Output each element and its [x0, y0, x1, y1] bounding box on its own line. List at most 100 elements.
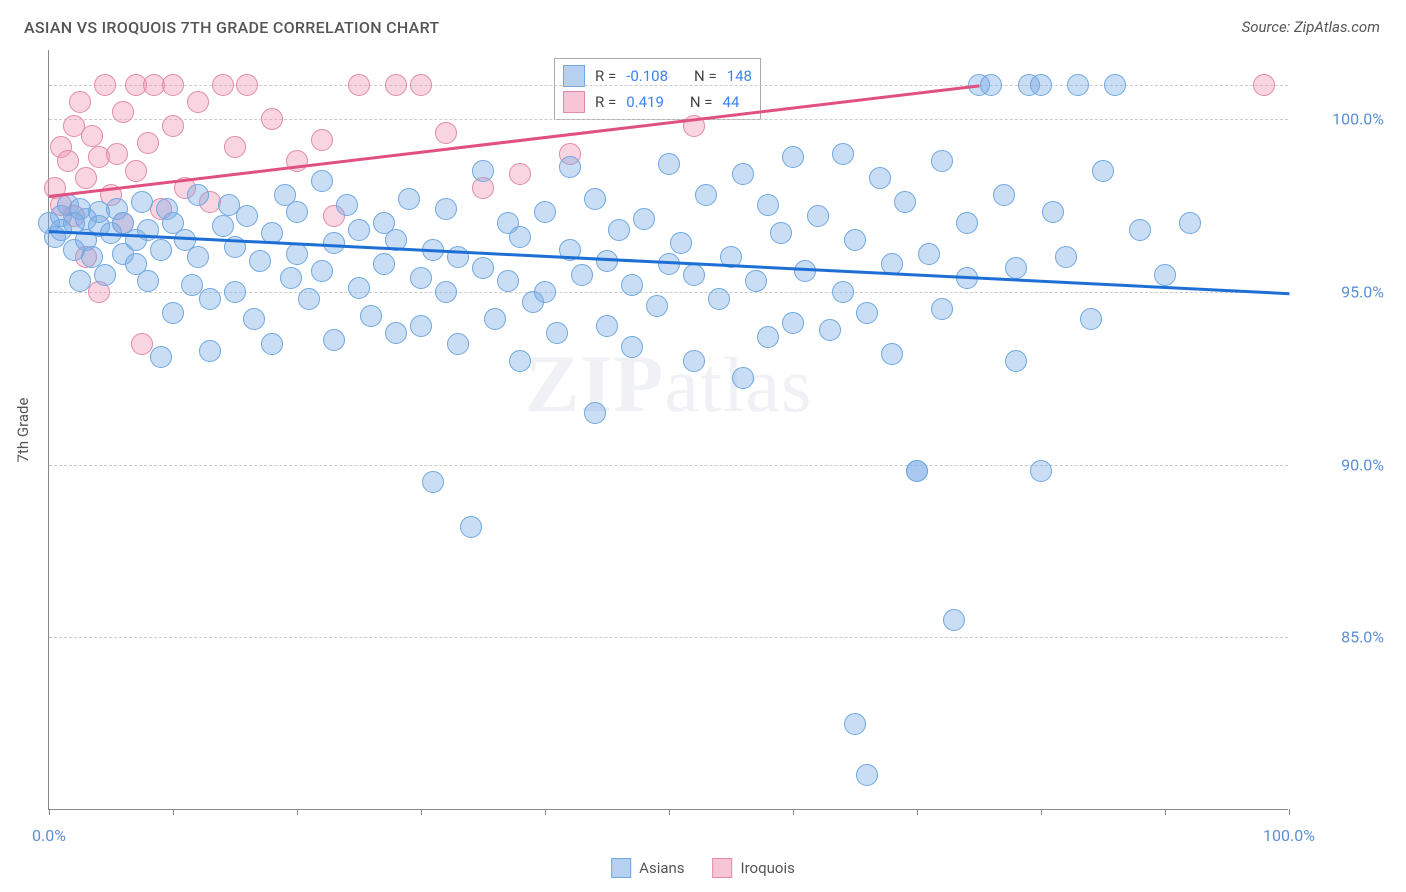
scatter-point-asians [348, 219, 370, 241]
scatter-point-asians [311, 260, 333, 282]
scatter-point-asians [150, 346, 172, 368]
legend-stats-box: R = -0.108 N = 148 R = 0.419 N = 44 [554, 58, 761, 120]
gridline [49, 637, 1288, 638]
scatter-point-iroquois [69, 91, 91, 113]
scatter-point-asians [832, 281, 854, 303]
scatter-point-asians [1104, 74, 1126, 96]
scatter-point-asians [708, 288, 730, 310]
scatter-point-asians [435, 281, 457, 303]
scatter-point-asians [385, 322, 407, 344]
chart-container: ASIAN VS IROQUOIS 7TH GRADE CORRELATION … [0, 0, 1406, 892]
scatter-point-asians [906, 460, 928, 482]
scatter-point-asians [280, 267, 302, 289]
n-label: N = [694, 67, 717, 85]
scatter-point-asians [1092, 160, 1114, 182]
x-tick [917, 809, 918, 815]
scatter-point-iroquois [348, 74, 370, 96]
scatter-point-asians [1154, 264, 1176, 286]
scatter-point-asians [844, 713, 866, 735]
scatter-point-asians [435, 198, 457, 220]
source-text: Source: ZipAtlas.com [1242, 18, 1380, 36]
scatter-point-asians [373, 253, 395, 275]
y-tick-label: 100.0% [1304, 110, 1384, 129]
scatter-point-iroquois [162, 74, 184, 96]
scatter-point-asians [608, 219, 630, 241]
scatter-point-asians [286, 201, 308, 223]
scatter-point-asians [1030, 74, 1052, 96]
scatter-point-iroquois [75, 167, 97, 189]
x-tick [297, 809, 298, 815]
scatter-point-asians [596, 315, 618, 337]
legend-item-iroquois: Iroquois [713, 858, 795, 878]
asians-r-value: -0.108 [626, 67, 668, 85]
scatter-point-asians [137, 270, 159, 292]
scatter-point-asians [298, 288, 320, 310]
scatter-point-asians [881, 343, 903, 365]
scatter-point-asians [658, 153, 680, 175]
x-tick [49, 809, 50, 815]
scatter-point-asians [410, 267, 432, 289]
scatter-point-asians [398, 188, 420, 210]
scatter-point-asians [1179, 212, 1201, 234]
scatter-point-asians [980, 74, 1002, 96]
scatter-point-asians [633, 208, 655, 230]
scatter-point-asians [559, 156, 581, 178]
scatter-point-iroquois [187, 91, 209, 113]
x-tick [669, 809, 670, 815]
scatter-point-asians [261, 333, 283, 355]
scatter-point-iroquois [212, 74, 234, 96]
scatter-point-asians [832, 143, 854, 165]
scatter-point-asians [460, 516, 482, 538]
scatter-point-asians [683, 264, 705, 286]
x-tick [545, 809, 546, 815]
scatter-point-asians [1067, 74, 1089, 96]
scatter-point-asians [243, 308, 265, 330]
scatter-point-asians [1005, 350, 1027, 372]
scatter-point-asians [770, 222, 792, 244]
scatter-point-asians [1042, 201, 1064, 223]
x-tick [793, 809, 794, 815]
scatter-point-asians [732, 163, 754, 185]
x-tick [173, 809, 174, 815]
scatter-point-asians [69, 270, 91, 292]
scatter-point-asians [745, 270, 767, 292]
scatter-point-asians [199, 288, 221, 310]
scatter-point-asians [348, 277, 370, 299]
scatter-point-iroquois [94, 74, 116, 96]
scatter-point-asians [646, 295, 668, 317]
scatter-point-iroquois [137, 132, 159, 154]
scatter-point-asians [782, 146, 804, 168]
asians-swatch [611, 858, 631, 878]
scatter-point-asians [187, 246, 209, 268]
iroquois-label: Iroquois [741, 859, 795, 877]
legend-stats-row-iroquois: R = 0.419 N = 44 [563, 89, 752, 115]
scatter-point-asians [1080, 308, 1102, 330]
scatter-point-asians [311, 170, 333, 192]
scatter-point-asians [993, 184, 1015, 206]
scatter-point-asians [336, 194, 358, 216]
scatter-point-asians [187, 184, 209, 206]
gridline [49, 119, 1288, 120]
scatter-point-asians [472, 257, 494, 279]
scatter-point-iroquois [311, 129, 333, 151]
scatter-point-asians [509, 350, 531, 372]
x-tick [1289, 809, 1290, 815]
scatter-point-asians [410, 315, 432, 337]
scatter-point-asians [534, 201, 556, 223]
scatter-point-asians [447, 333, 469, 355]
x-tick [421, 809, 422, 815]
scatter-point-asians [150, 239, 172, 261]
scatter-point-asians [249, 250, 271, 272]
scatter-point-asians [943, 609, 965, 631]
r-label: R = [595, 67, 616, 85]
asians-n-value: 148 [727, 67, 752, 85]
scatter-point-asians [162, 302, 184, 324]
y-tick-label: 95.0% [1304, 282, 1384, 301]
x-tick [1165, 809, 1166, 815]
x-tick-label: 0.0% [32, 826, 66, 845]
scatter-point-asians [956, 212, 978, 234]
scatter-point-asians [695, 184, 717, 206]
scatter-point-asians [224, 281, 246, 303]
r-label: R = [595, 93, 616, 111]
scatter-point-asians [236, 205, 258, 227]
